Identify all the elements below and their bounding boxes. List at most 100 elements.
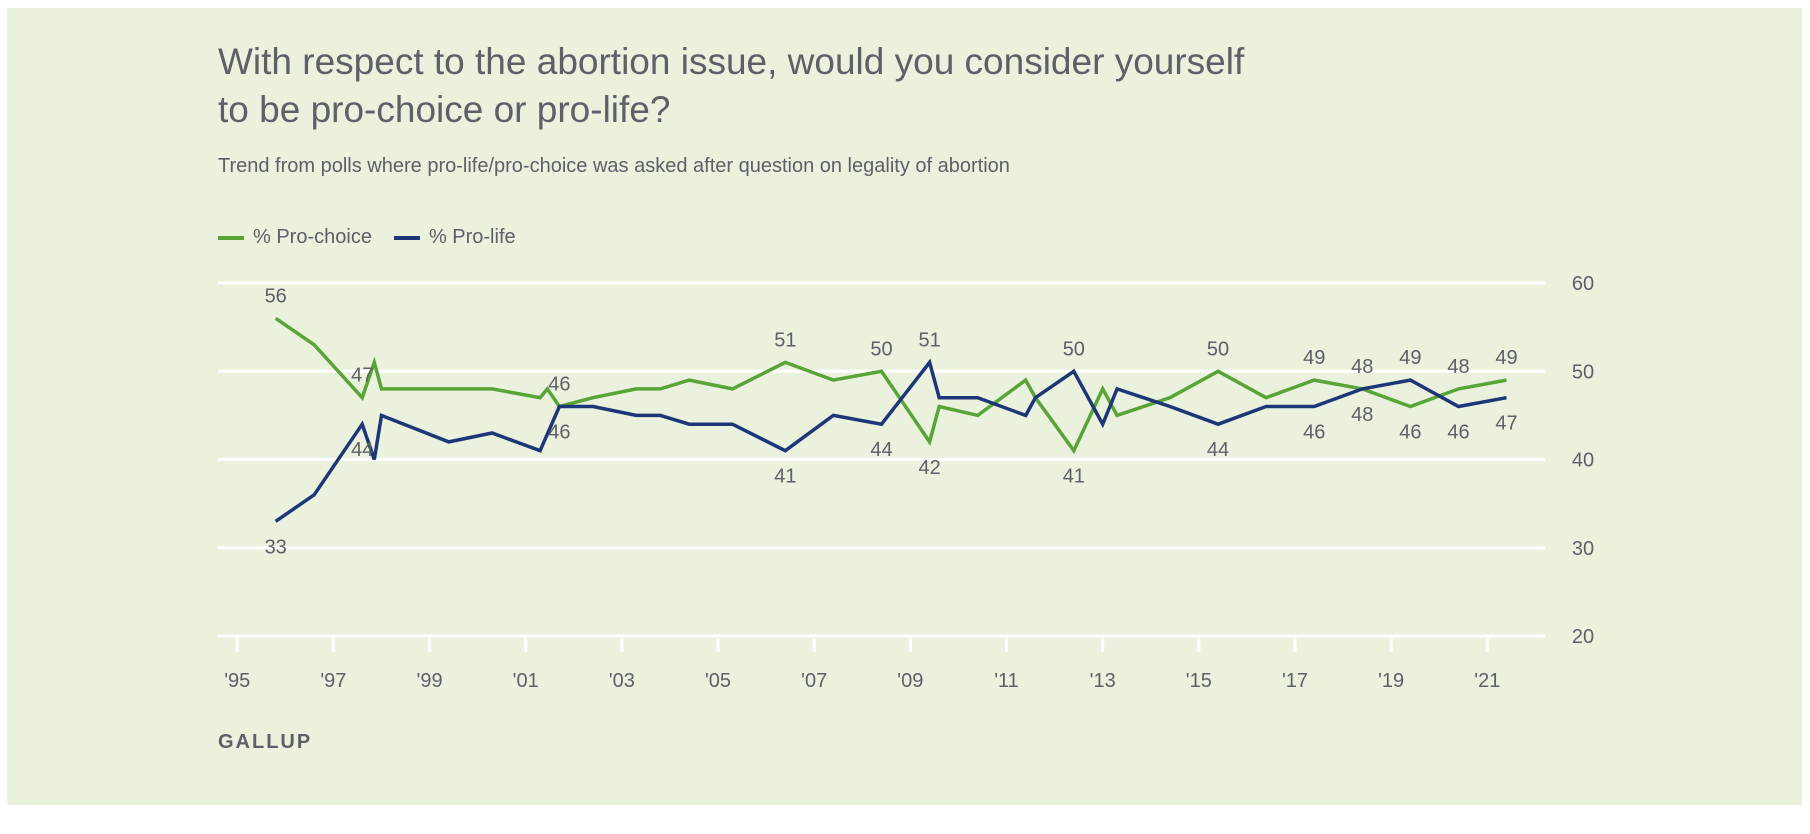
x-tick-label: '13	[1090, 670, 1116, 692]
data-point-pro-choice	[1456, 387, 1460, 391]
data-point-pro-life	[1456, 405, 1460, 409]
data-point-pro-life	[1115, 387, 1119, 391]
data-point-pro-life	[1216, 422, 1220, 426]
data-point-pro-choice	[687, 378, 691, 382]
legend-item-pro-choice: % Pro-choice	[218, 226, 372, 249]
data-point-pro-choice	[1216, 369, 1220, 373]
y-tick-label: 50	[1572, 361, 1594, 383]
data-label-pro-choice: 50	[1207, 338, 1229, 360]
data-point-pro-life	[312, 493, 316, 497]
y-tick-label: 40	[1572, 450, 1594, 472]
data-label-pro-life: 48	[1351, 404, 1373, 426]
data-point-pro-life	[1505, 396, 1509, 400]
data-point-pro-choice	[274, 316, 278, 320]
data-point-pro-life	[1360, 387, 1364, 391]
data-label-pro-life: 46	[548, 422, 570, 444]
data-point-pro-choice	[658, 387, 662, 391]
x-tick-label: '03	[609, 670, 635, 692]
legend-label-pro-choice: % Pro-choice	[253, 226, 372, 248]
legend-item-pro-life: % Pro-life	[393, 226, 516, 249]
data-point-pro-choice	[1024, 378, 1028, 382]
data-point-pro-choice	[634, 387, 638, 391]
x-tick-label: '15	[1186, 670, 1212, 692]
data-label-pro-choice: 49	[1303, 347, 1325, 369]
legend-label-pro-life: % Pro-life	[428, 226, 516, 248]
data-label-pro-life: 33	[265, 536, 287, 558]
data-point-pro-life	[937, 396, 941, 400]
x-tick-label: '97	[320, 670, 346, 692]
data-label-pro-life: 44	[1207, 439, 1229, 461]
data-label-pro-life: 44	[870, 439, 892, 461]
y-tick-label: 30	[1572, 538, 1594, 560]
data-label-pro-life: 47	[1495, 413, 1517, 435]
data-point-pro-life	[1072, 369, 1076, 373]
data-point-pro-life	[880, 422, 884, 426]
x-tick-label: '11	[994, 670, 1019, 692]
data-point-pro-life	[1408, 378, 1412, 382]
data-label-pro-choice: 49	[1495, 347, 1517, 369]
data-point-pro-life	[1033, 396, 1037, 400]
data-point-pro-choice	[1115, 413, 1119, 417]
y-tick-label: 20	[1572, 626, 1594, 648]
series-line-pro-choice	[274, 316, 1507, 455]
data-point-pro-choice	[1168, 396, 1172, 400]
data-label-pro-life: 49	[1399, 347, 1421, 369]
data-point-pro-choice	[1072, 449, 1076, 453]
data-point-pro-life	[976, 396, 980, 400]
data-label-pro-choice: 42	[918, 457, 940, 479]
data-point-pro-choice	[937, 405, 941, 409]
data-point-pro-life	[783, 449, 787, 453]
data-point-pro-life	[634, 413, 638, 417]
data-point-pro-choice	[976, 413, 980, 417]
legend-swatch-pro-choice	[218, 235, 244, 240]
y-tick-label: 60	[1572, 273, 1594, 295]
data-point-pro-choice	[591, 396, 595, 400]
data-label-pro-choice: 48	[1447, 356, 1469, 378]
data-point-pro-choice	[360, 396, 364, 400]
data-point-pro-choice	[730, 387, 734, 391]
data-point-pro-choice	[372, 360, 376, 364]
series-line-pro-life	[274, 358, 1507, 523]
data-point-pro-life	[360, 422, 364, 426]
chart-title-line-2: to be pro-choice or pro-life?	[218, 89, 671, 130]
data-label-pro-choice: 48	[1351, 356, 1373, 378]
data-point-pro-choice	[1408, 405, 1412, 409]
data-label-pro-choice: 46	[548, 374, 570, 396]
data-point-pro-choice	[880, 369, 884, 373]
data-point-pro-choice	[1312, 378, 1316, 382]
chart-subtitle: Trend from polls where pro-life/pro-choi…	[218, 155, 1010, 177]
data-point-pro-life	[730, 422, 734, 426]
data-label-pro-choice: 50	[870, 338, 892, 360]
data-point-pro-choice	[490, 387, 494, 391]
data-label-pro-life: 51	[918, 329, 940, 351]
data-point-pro-life	[687, 422, 691, 426]
chart-title: With respect to the abortion issue, woul…	[218, 38, 1318, 134]
data-label-pro-life: 50	[1063, 338, 1085, 360]
x-tick-label: '17	[1282, 670, 1308, 692]
data-label-pro-choice: 56	[265, 285, 287, 307]
data-point-pro-life	[379, 413, 383, 417]
chart-legend: % Pro-choice % Pro-life	[218, 226, 516, 249]
data-point-pro-life	[1264, 405, 1268, 409]
data-point-pro-life	[1312, 405, 1316, 409]
data-label-pro-life: 46	[1303, 422, 1325, 444]
data-label-pro-choice: 46	[1399, 422, 1421, 444]
data-label-pro-choice: 47	[351, 365, 373, 387]
x-tick-label: '21	[1474, 670, 1500, 692]
x-tick-label: '07	[801, 670, 827, 692]
data-point-pro-life	[538, 449, 542, 453]
data-point-pro-life	[1168, 405, 1172, 409]
data-point-pro-choice	[1101, 387, 1105, 391]
x-tick-label: '05	[705, 670, 731, 692]
data-point-pro-life	[490, 431, 494, 435]
data-label-pro-life: 41	[774, 466, 796, 488]
data-point-pro-life	[658, 413, 662, 417]
chart-title-line-1: With respect to the abortion issue, woul…	[218, 41, 1245, 82]
x-tick-label: '95	[224, 670, 250, 692]
data-point-pro-choice	[1264, 396, 1268, 400]
data-point-pro-choice	[1505, 378, 1509, 382]
data-point-pro-life	[447, 440, 451, 444]
data-point-pro-life	[274, 519, 278, 523]
legend-swatch-pro-life	[393, 235, 420, 240]
